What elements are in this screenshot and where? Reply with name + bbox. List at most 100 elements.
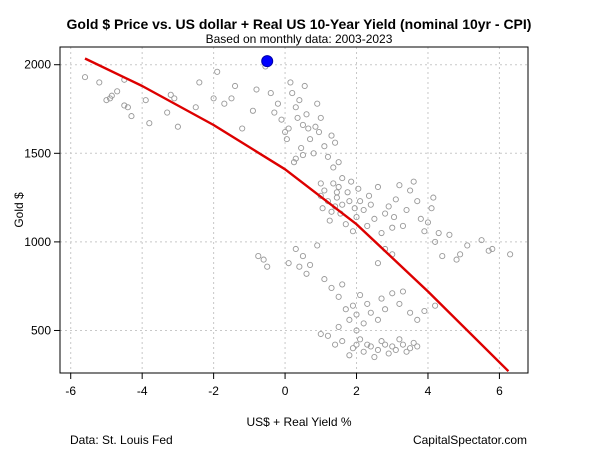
scatter-point — [232, 82, 239, 90]
scatter-point — [371, 215, 378, 222]
footer-site: CapitalSpectator.com — [413, 433, 527, 447]
scatter-point — [301, 82, 308, 90]
scatter-point — [296, 97, 303, 104]
scatter-point — [349, 302, 356, 309]
scatter-points — [81, 63, 514, 361]
scatter-point — [321, 143, 328, 150]
y-tick-label: 500 — [31, 323, 51, 337]
scatter-point — [332, 139, 339, 146]
scatter-point — [353, 311, 360, 318]
scatter-point — [310, 150, 317, 157]
x-tick-label: -4 — [137, 384, 148, 398]
scatter-point — [382, 341, 389, 348]
scatter-point — [374, 183, 382, 191]
scatter-point — [353, 341, 360, 348]
scatter-point — [403, 206, 410, 214]
y-tick-label: 1500 — [24, 146, 51, 160]
scatter-point — [96, 79, 103, 86]
scatter-point — [324, 153, 331, 160]
scatter-point — [328, 284, 335, 292]
scatter-point — [367, 201, 374, 208]
scatter-point — [410, 178, 417, 185]
scatter-point — [330, 164, 337, 171]
scatter-point — [299, 253, 306, 260]
scatter-point — [339, 338, 346, 345]
scatter-point — [360, 348, 367, 355]
scatter-point — [396, 336, 403, 343]
scatter-point — [414, 316, 421, 323]
scatter-point — [103, 97, 110, 104]
scatter-point — [192, 104, 199, 111]
scatter-point — [210, 95, 217, 102]
scatter-point — [430, 194, 437, 201]
scatter-point — [108, 92, 115, 99]
scatter-point — [292, 104, 299, 111]
scatter-point — [421, 307, 428, 315]
scatter-point — [355, 185, 362, 192]
scatter-point — [485, 247, 492, 254]
scatter-point — [367, 309, 374, 316]
scatter-point — [239, 125, 246, 132]
scatter-point — [349, 345, 356, 352]
scatter-point — [267, 90, 274, 97]
scatter-point — [407, 345, 414, 352]
scatter-point — [478, 237, 485, 244]
scatter-point — [421, 228, 428, 235]
scatter-point — [360, 206, 367, 214]
footer-source: Data: St. Louis Fed — [70, 433, 173, 447]
scatter-point — [303, 111, 310, 118]
x-tick-label: 0 — [282, 384, 289, 398]
scatter-point — [324, 332, 331, 339]
scatter-point — [296, 263, 303, 270]
scatter-point — [424, 219, 432, 226]
scatter-point — [128, 113, 135, 120]
scatter-point — [326, 217, 333, 224]
scatter-point — [389, 224, 396, 231]
scatter-point — [374, 260, 382, 267]
scatter-point — [249, 107, 256, 114]
scatter-point — [171, 95, 178, 102]
scatter-point — [221, 100, 228, 107]
scatter-point — [264, 263, 271, 270]
scatter-point — [214, 68, 221, 75]
scatter-point — [507, 251, 514, 258]
scatter-point — [164, 109, 171, 116]
scatter-point — [382, 306, 389, 313]
scatter-point — [253, 86, 260, 93]
fit-line-layer — [84, 57, 510, 373]
scatter-point — [312, 123, 319, 130]
scatter-point — [439, 253, 446, 260]
scatter-point — [364, 222, 371, 229]
scatter-point — [335, 159, 342, 166]
x-tick-label: -6 — [65, 384, 76, 398]
scatter-point — [432, 302, 439, 309]
x-tick-label: 4 — [425, 384, 432, 398]
scatter-point — [314, 242, 321, 249]
x-tick-label: 2 — [353, 384, 360, 398]
scatter-point — [351, 205, 358, 212]
scatter-point — [435, 229, 442, 237]
scatter-point — [385, 203, 392, 210]
scatter-point — [385, 350, 392, 357]
scatter-point — [321, 187, 328, 194]
scatter-point — [260, 256, 267, 263]
scatter-point — [357, 291, 364, 299]
scatter-point — [417, 215, 424, 222]
scatter-point — [396, 300, 403, 307]
scatter-point — [357, 336, 364, 343]
scatter-point — [378, 295, 385, 302]
scatter-point — [282, 128, 289, 136]
scatter-point — [446, 231, 453, 238]
scatter-point — [330, 180, 337, 187]
scatter-point — [339, 201, 346, 208]
scatter-point — [174, 123, 181, 130]
scatter-point — [344, 189, 351, 196]
scatter-point — [146, 120, 153, 127]
scatter-point — [410, 339, 417, 346]
scatter-point — [389, 290, 396, 297]
scatter-point — [403, 348, 410, 355]
scatter-point — [142, 97, 149, 104]
scatter-point — [333, 189, 340, 196]
scatter-point — [283, 136, 290, 143]
scatter-point — [457, 251, 464, 258]
